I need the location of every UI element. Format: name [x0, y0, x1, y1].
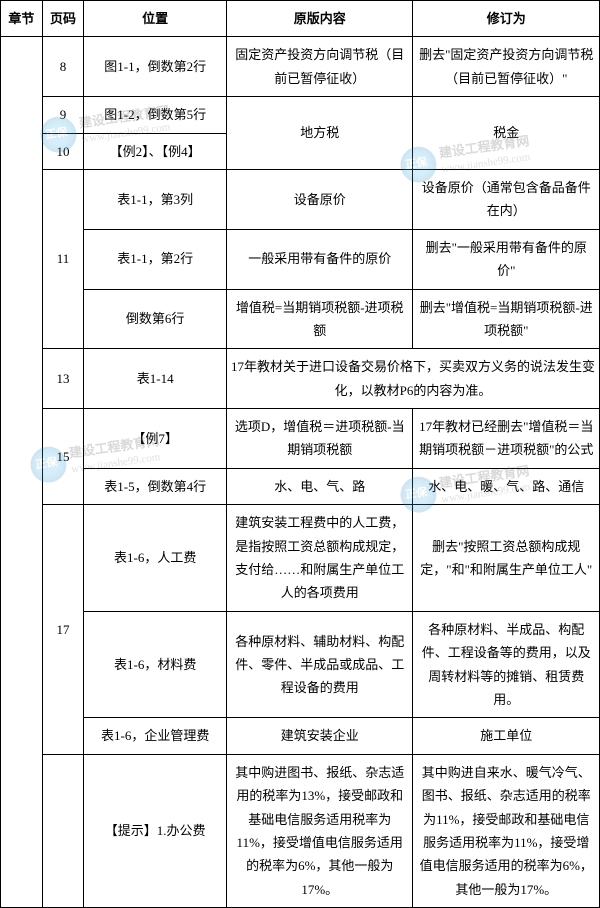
cell-page: 15: [42, 409, 84, 505]
cell-page: 11: [42, 169, 84, 348]
table-row: 17表1-6，人工费建筑安装工程费中的人工费，是指按照工资总额构成规定，支付给……: [1, 505, 600, 612]
cell-revised: 施工单位: [413, 718, 600, 754]
cell-original: 其中购进图书、报纸、杂志适用的税率为13%，接受邮政和基础电信服务适用税率为11…: [226, 754, 413, 907]
cell-position: 表1-5，倒数第4行: [84, 468, 227, 504]
cell-page: 9: [42, 97, 84, 133]
cell-position: 【提示】1.办公费: [84, 754, 227, 907]
cell-position: 表1-1，第2行: [84, 229, 227, 289]
table-row: 表1-5，倒数第4行水、电、气、路水、电、暖、气、路、通信: [1, 468, 600, 504]
cell-original: 设备原价: [226, 169, 413, 229]
cell-revised: 删去"按照工资总额构成规定，"和"和附属生产单位工人": [413, 505, 600, 612]
cell-page: 17: [42, 505, 84, 755]
table-row: 【提示】1.办公费其中购进图书、报纸、杂志适用的税率为13%，接受邮政和基础电信…: [1, 754, 600, 907]
cell-position: 表1-6，企业管理费: [84, 718, 227, 754]
header-page: 页码: [42, 1, 84, 37]
table-row: 9图1-2，倒数第5行地方税税金: [1, 97, 600, 133]
table-row: 13表1-1417年教材关于进口设备交易价格下，买卖双方义务的说法发生变化，以教…: [1, 349, 600, 409]
cell-original: 选项D，增值税＝进项税额-当期销项税额: [226, 409, 413, 469]
cell-revised: 17年教材已经删去"增值税＝当期销项税额－进项税额"的公式: [413, 409, 600, 469]
cell-page: [42, 754, 84, 907]
table-row: 11表1-1，第3列设备原价设备原价（通常包含备品备件在内）: [1, 169, 600, 229]
cell-revised: 其中购进自来水、暖气冷气、图书、报纸、杂志适用的税率为11%，接受邮政和基础电信…: [413, 754, 600, 907]
header-position: 位置: [84, 1, 227, 37]
cell-position: 【例2】、【例4】: [84, 133, 227, 169]
table-row: 表1-6，材料费各种原材料、辅助材料、构配件、零件、半成品或成品、工程设备的费用…: [1, 611, 600, 718]
cell-revised: 税金: [413, 97, 600, 170]
table-row: 倒数第6行增值税=当期销项税额-进项税额删去"增值税=当期销项税额-进项税额": [1, 289, 600, 349]
cell-position: 表1-14: [84, 349, 227, 409]
cell-original: 水、电、气、路: [226, 468, 413, 504]
table-row: 15【例7】选项D，增值税＝进项税额-当期销项税额17年教材已经删去"增值税＝当…: [1, 409, 600, 469]
cell-position: 图1-2，倒数第5行: [84, 97, 227, 133]
header-revised: 修订为: [413, 1, 600, 37]
cell-position: 倒数第6行: [84, 289, 227, 349]
cell-original: 增值税=当期销项税额-进项税额: [226, 289, 413, 349]
table-row: 表1-1，第2行一般采用带有备件的原价删去"一般采用带有备件的原价": [1, 229, 600, 289]
cell-revised: 水、电、暖、气、路、通信: [413, 468, 600, 504]
cell-page: 10: [42, 133, 84, 169]
cell-position: 表1-6，材料费: [84, 611, 227, 718]
cell-original: 建筑安装工程费中的人工费，是指按照工资总额构成规定，支付给……和附属生产单位工人…: [226, 505, 413, 612]
cell-position: 【例7】: [84, 409, 227, 469]
header-chapter: 章节: [1, 1, 43, 37]
header-original: 原版内容: [226, 1, 413, 37]
cell-position: 表1-1，第3列: [84, 169, 227, 229]
table-row: 表1-6，企业管理费建筑安装企业施工单位: [1, 718, 600, 754]
table-header-row: 章节 页码 位置 原版内容 修订为: [1, 1, 600, 37]
cell-original: 17年教材关于进口设备交易价格下，买卖双方义务的说法发生变化，以教材P6的内容为…: [226, 349, 599, 409]
cell-revised: 各种原材料、半成品、构配件、工程设备等的费用，以及周转材料等的摊销、租赁费用。: [413, 611, 600, 718]
cell-original: 一般采用带有备件的原价: [226, 229, 413, 289]
cell-chapter: [1, 37, 43, 908]
cell-position: 表1-6，人工费: [84, 505, 227, 612]
cell-original: 地方税: [226, 97, 413, 170]
cell-original: 建筑安装企业: [226, 718, 413, 754]
cell-position: 图1-1，倒数第2行: [84, 37, 227, 97]
cell-revised: 设备原价（通常包含备品备件在内）: [413, 169, 600, 229]
cell-original: 固定资产投资方向调节税（目前已暂停征收）: [226, 37, 413, 97]
cell-revised: 删去"固定资产投资方向调节税（目前已暂停征收）": [413, 37, 600, 97]
cell-original: 各种原材料、辅助材料、构配件、零件、半成品或成品、工程设备的费用: [226, 611, 413, 718]
cell-page: 13: [42, 349, 84, 409]
cell-page: 8: [42, 37, 84, 97]
cell-revised: 删去"增值税=当期销项税额-进项税额": [413, 289, 600, 349]
revision-table: 章节 页码 位置 原版内容 修订为 8图1-1，倒数第2行固定资产投资方向调节税…: [0, 0, 600, 908]
cell-revised: 删去"一般采用带有备件的原价": [413, 229, 600, 289]
table-row: 8图1-1，倒数第2行固定资产投资方向调节税（目前已暂停征收）删去"固定资产投资…: [1, 37, 600, 97]
